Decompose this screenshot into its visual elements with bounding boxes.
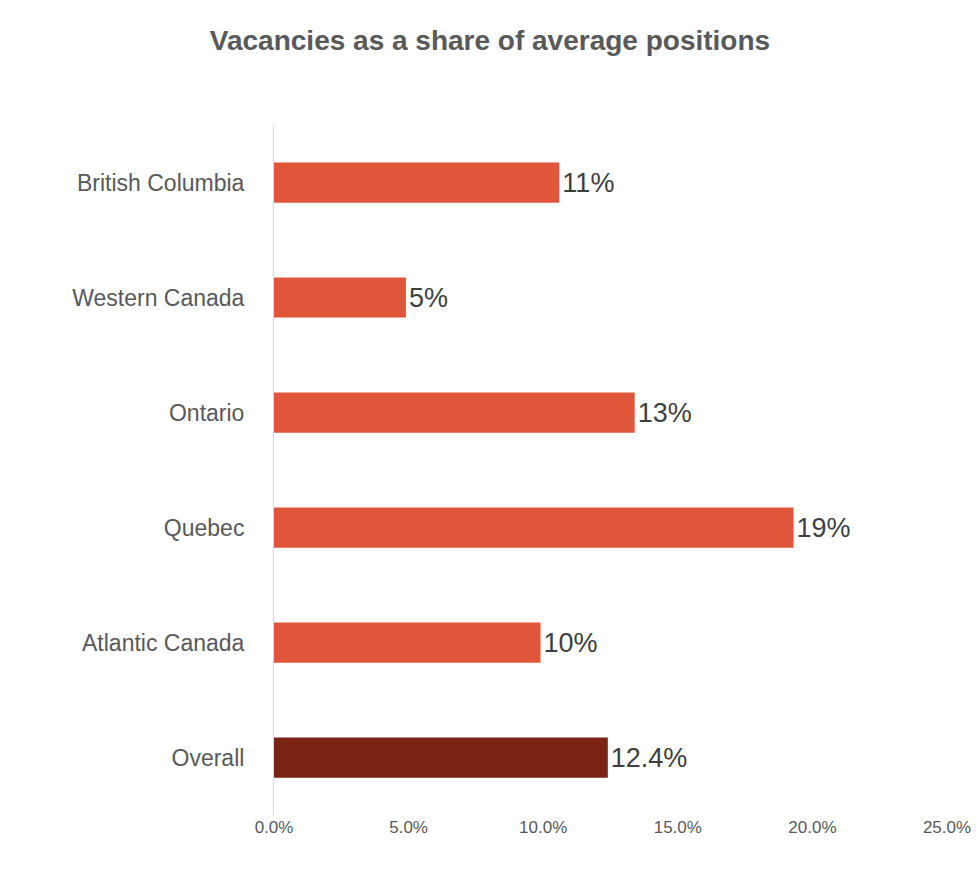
svg-text:20.0%: 20.0% xyxy=(788,818,836,837)
svg-text:12.4%: 12.4% xyxy=(611,743,688,773)
svg-text:Overall: Overall xyxy=(172,745,245,771)
svg-text:British Columbia: British Columbia xyxy=(77,170,245,196)
svg-text:11%: 11% xyxy=(562,168,614,198)
svg-text:Vacancies as a share of averag: Vacancies as a share of average position… xyxy=(210,25,770,56)
svg-text:Western Canada: Western Canada xyxy=(72,285,244,311)
svg-text:0.0%: 0.0% xyxy=(255,818,294,837)
svg-text:5%: 5% xyxy=(409,283,448,313)
svg-text:25.0%: 25.0% xyxy=(923,818,971,837)
svg-text:Quebec: Quebec xyxy=(164,515,245,541)
svg-text:13%: 13% xyxy=(638,398,692,428)
svg-text:15.0%: 15.0% xyxy=(654,818,702,837)
svg-text:19%: 19% xyxy=(797,513,851,543)
svg-text:Atlantic Canada: Atlantic Canada xyxy=(82,630,245,656)
svg-text:10%: 10% xyxy=(544,628,598,658)
svg-text:5.0%: 5.0% xyxy=(389,818,428,837)
svg-text:Ontario: Ontario xyxy=(169,400,244,426)
svg-text:10.0%: 10.0% xyxy=(519,818,567,837)
